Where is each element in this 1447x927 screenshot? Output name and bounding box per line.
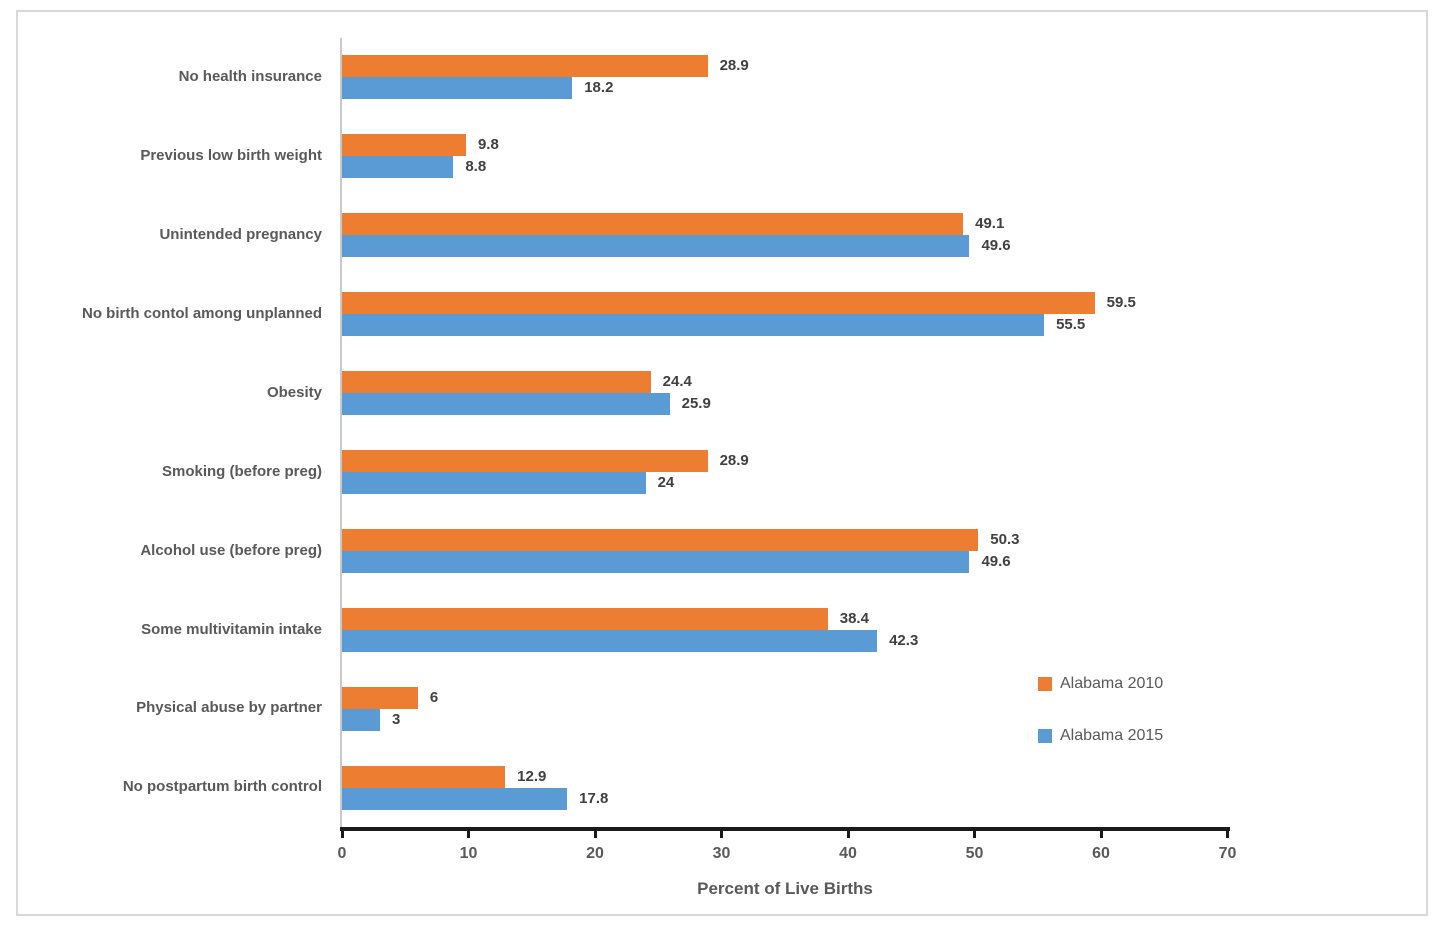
bar-value-label: 24.4 [662, 373, 692, 391]
bar-value-label: 25.9 [681, 395, 711, 413]
y-axis-line [340, 38, 342, 828]
bar-value-label: 17.8 [579, 789, 609, 807]
bar-series1 [342, 292, 1095, 315]
x-tick-mark [973, 831, 976, 838]
category-label: Some multivitamin intake [141, 620, 322, 638]
bar-value-label: 59.5 [1106, 294, 1136, 312]
x-axis-title: Percent of Live Births [697, 879, 873, 898]
x-tick-mark [467, 831, 470, 838]
bar-value-label: 3 [391, 710, 401, 728]
bar-value-label: 50.3 [990, 530, 1020, 548]
category-label: No health insurance [178, 68, 322, 86]
x-tick-label: 10 [459, 845, 478, 862]
bar-series2 [342, 471, 646, 494]
category-label: No birth contol among unplanned [82, 304, 322, 322]
x-tick-mark [846, 831, 850, 838]
bar-value-label: 49.6 [981, 237, 1011, 255]
x-tick-mark [1099, 831, 1103, 838]
bar-value-label: 55.5 [1056, 316, 1086, 334]
bar-series1 [342, 765, 506, 788]
bar-value-label: 42.3 [889, 631, 919, 649]
category-label: Obesity [266, 383, 322, 401]
bar-series1 [342, 213, 964, 236]
x-tick-label: 60 [1092, 845, 1110, 862]
x-tick-label: 30 [712, 845, 731, 862]
bar-value-label: 49.1 [975, 215, 1005, 233]
x-tick-mark [1226, 831, 1229, 838]
bar-series2 [342, 156, 454, 179]
bar-series1 [342, 686, 418, 709]
bar-series1 [342, 371, 651, 394]
legend-entry: Alabama 2010 [1038, 675, 1163, 693]
bar-series1 [342, 134, 466, 157]
bar-value-label: 8.8 [465, 158, 487, 176]
bar-series2 [342, 787, 568, 810]
legend-swatch-icon [1038, 677, 1052, 691]
bar-series2 [342, 550, 970, 573]
x-axis-line [340, 827, 1230, 831]
category-label: Physical abuse by partner [136, 699, 322, 717]
bar-series2 [342, 77, 573, 100]
bar-series1 [342, 607, 828, 630]
category-label: No postpartum birth control [122, 778, 322, 796]
bar-value-label: 28.9 [719, 57, 749, 75]
bar-series2 [342, 393, 670, 416]
bar-value-label: 49.6 [981, 552, 1011, 570]
bar-series2 [342, 708, 380, 731]
legend-entry: Alabama 2015 [1038, 727, 1163, 745]
bar-series1 [342, 55, 708, 78]
chart-border [16, 10, 1428, 916]
x-tick-label: 50 [965, 845, 984, 862]
legend-swatch-icon [1038, 729, 1052, 743]
bar-value-label: 18.2 [584, 79, 614, 97]
x-tick-mark [720, 831, 723, 838]
bar-series2 [342, 629, 878, 652]
x-tick-mark [340, 831, 344, 838]
bar-value-label: 6 [429, 688, 439, 706]
x-tick-label: 40 [839, 845, 857, 862]
bar-series2 [342, 314, 1045, 337]
legend-label: Alabama 2015 [1060, 727, 1164, 744]
bar-value-label: 12.9 [517, 767, 547, 785]
legend-label: Alabama 2010 [1060, 675, 1164, 692]
bar-series2 [342, 235, 970, 258]
bar-value-label: 9.8 [477, 136, 499, 154]
category-label: Unintended pregnancy [159, 226, 322, 243]
bar-value-label: 24 [657, 473, 675, 491]
x-tick-label: 70 [1218, 845, 1237, 862]
category-label: Smoking (before preg) [161, 462, 322, 480]
x-tick-mark [593, 831, 597, 838]
x-tick-label: 20 [586, 845, 604, 862]
x-tick-label: 0 [337, 845, 347, 862]
bar-value-label: 38.4 [839, 609, 869, 627]
category-label: Previous low birth weight [140, 147, 322, 165]
bar-series1 [342, 528, 979, 551]
bar-value-label: 28.9 [719, 451, 749, 469]
bar-series1 [342, 449, 708, 472]
category-label: Alcohol use (before preg) [140, 541, 322, 559]
